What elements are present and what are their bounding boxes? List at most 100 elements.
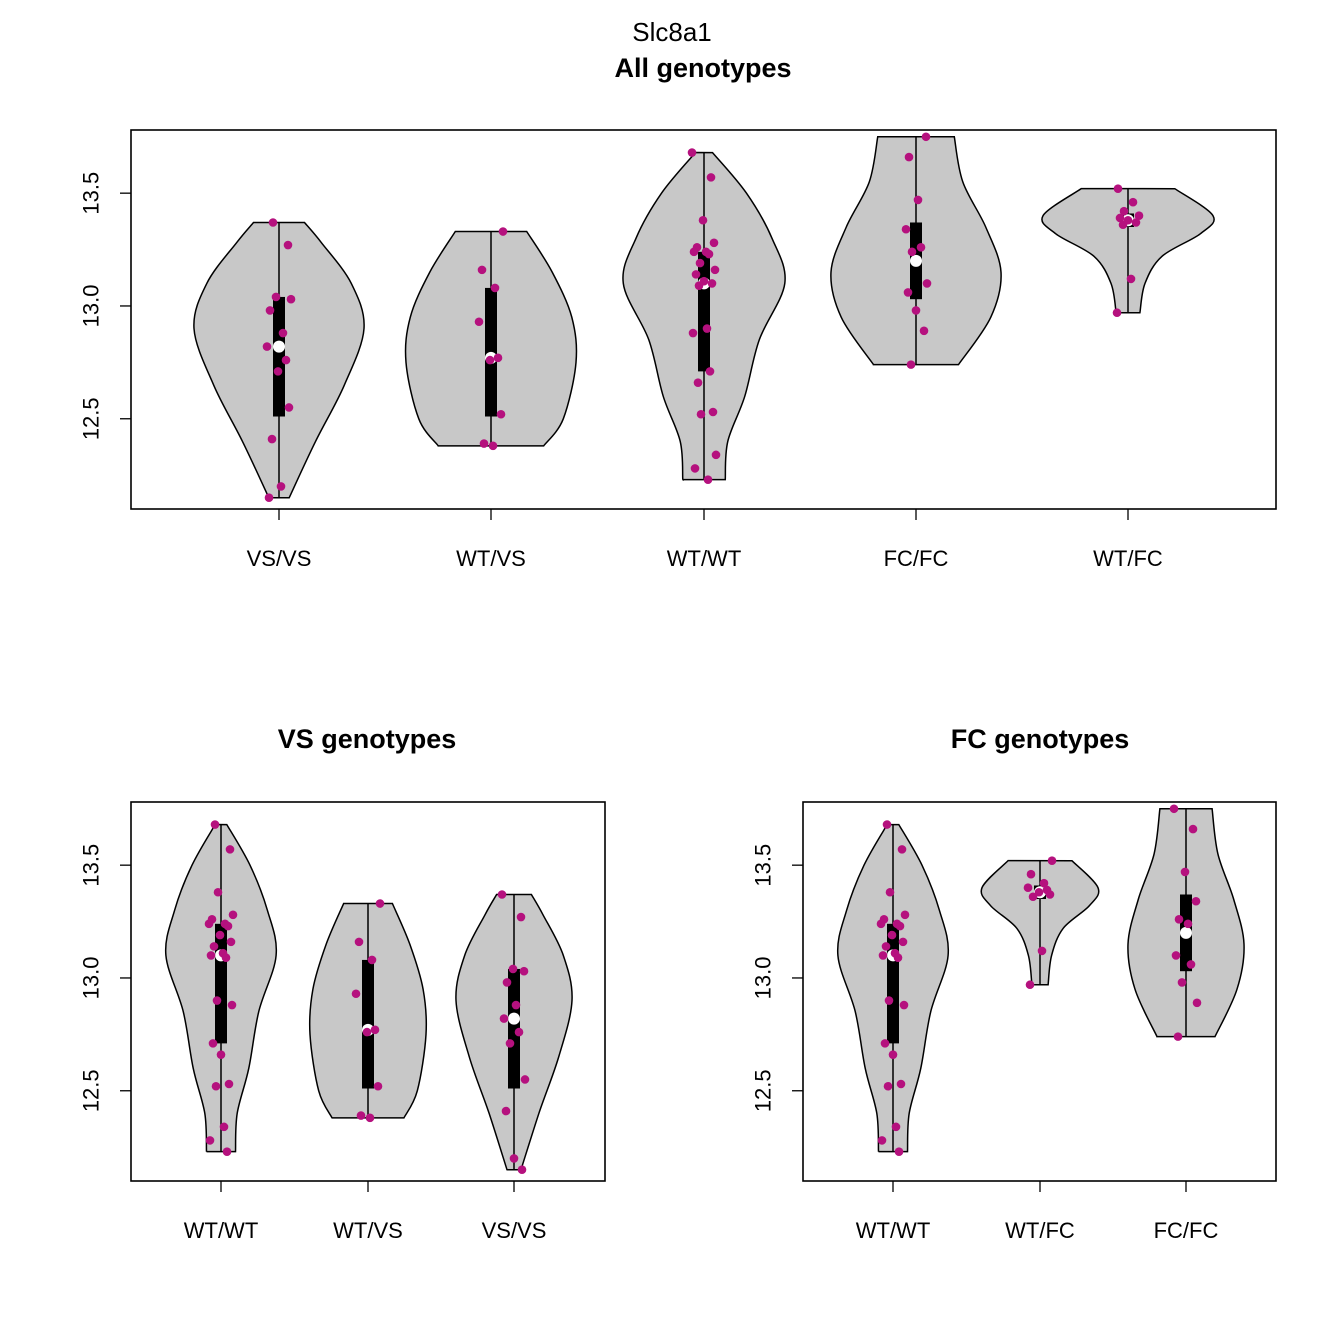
data-point [882, 820, 892, 829]
data-point [1174, 915, 1184, 924]
data-point [694, 281, 704, 290]
x-tick-label-fc-fc: FC/FC [884, 546, 949, 571]
data-point [511, 1000, 521, 1010]
data-point [209, 942, 219, 951]
data-point [904, 152, 914, 162]
data-point [373, 1081, 383, 1091]
data-point [877, 1136, 887, 1145]
data-point [704, 249, 714, 259]
data-point [211, 1081, 221, 1091]
data-point [485, 355, 495, 365]
figure-title: Slc8a1 [632, 17, 712, 47]
data-point [884, 996, 894, 1005]
data-point [479, 439, 489, 448]
data-point [509, 1154, 519, 1163]
data-point [490, 283, 500, 293]
data-point [477, 265, 487, 275]
panel-title-fc-genotypes: FC genotypes [951, 724, 1130, 754]
data-point [705, 367, 715, 376]
data-point [893, 953, 903, 962]
x-tick-label-vs-vs: VS/VS [482, 1218, 547, 1243]
y-tick-label: 13.0 [79, 285, 104, 328]
y-tick-label: 12.5 [751, 1069, 776, 1112]
data-point [894, 1147, 904, 1156]
data-point [906, 360, 916, 369]
iqr-box-wt-wt [887, 923, 899, 1044]
data-point [711, 450, 721, 460]
data-point [497, 890, 507, 899]
data-point [367, 955, 377, 965]
data-point [1112, 308, 1122, 318]
x-tick-label-wt-vs: WT/VS [456, 546, 526, 571]
data-point [878, 951, 888, 960]
data-point [1188, 824, 1198, 834]
panel-vs-genotypes: VS genotypes 12.5 13.0 13.5 WT/WT WT/VS VS/VS [79, 724, 606, 1243]
data-point [227, 1000, 237, 1010]
data-point [710, 265, 720, 275]
data-point [514, 1027, 524, 1037]
data-point [351, 989, 361, 999]
data-point [1191, 896, 1201, 906]
data-point [883, 1081, 893, 1091]
data-point [519, 966, 529, 976]
data-point [228, 910, 238, 920]
data-point [693, 378, 703, 387]
data-point [219, 1122, 229, 1132]
data-point [1180, 867, 1190, 877]
iqr-box-wt-wt [215, 923, 227, 1044]
iqr-box-vs-vs [508, 968, 520, 1089]
data-point [896, 1079, 906, 1089]
data-point [1173, 1032, 1183, 1041]
data-point [505, 1039, 515, 1048]
data-point [1047, 856, 1057, 865]
panel-fc-genotypes: FC genotypes 12.5 13.0 13.5 WT/WT WT/FC FC/FC [751, 724, 1277, 1243]
data-point [215, 930, 225, 940]
x-tick-label-fc-fc: FC/FC [1154, 1218, 1219, 1243]
data-point [1045, 890, 1055, 899]
data-point [703, 475, 713, 484]
data-point [919, 326, 929, 336]
data-point [1128, 197, 1138, 207]
data-point [691, 270, 701, 279]
data-point [354, 937, 364, 947]
data-point [262, 342, 272, 351]
data-point [264, 493, 274, 503]
iqr-box-wt-wt [698, 251, 710, 372]
data-point [881, 942, 891, 951]
data-point [268, 218, 278, 227]
data-point [1126, 274, 1136, 284]
data-point [265, 306, 275, 315]
data-point [1119, 206, 1129, 216]
y-tick-label: 13.5 [79, 172, 104, 215]
data-point [1131, 218, 1141, 227]
x-tick-label-wt-wt: WT/WT [667, 546, 742, 571]
data-point [897, 845, 907, 854]
data-point [278, 328, 288, 338]
data-point [1113, 184, 1123, 193]
data-point [696, 409, 706, 419]
data-point [520, 1075, 530, 1084]
data-point [876, 919, 886, 929]
data-point [922, 279, 932, 288]
data-point [899, 1000, 909, 1010]
data-point [362, 1027, 372, 1037]
median-marker-vs-vs [508, 1012, 520, 1025]
data-point [276, 482, 286, 491]
data-point [1025, 980, 1035, 990]
data-point [488, 441, 498, 451]
y-tick-label: 12.5 [79, 1069, 104, 1112]
data-point [516, 912, 526, 922]
data-point [688, 328, 698, 338]
data-point [916, 243, 926, 252]
data-point [496, 409, 506, 419]
data-point [226, 937, 236, 947]
data-point [1134, 211, 1144, 221]
x-tick-label-wt-wt: WT/WT [856, 1218, 931, 1243]
data-point [1169, 804, 1179, 814]
data-point [1026, 869, 1036, 879]
data-point [702, 324, 712, 333]
data-point [205, 1136, 215, 1145]
data-point [913, 195, 923, 205]
data-point [212, 996, 222, 1005]
data-point [208, 1039, 218, 1048]
